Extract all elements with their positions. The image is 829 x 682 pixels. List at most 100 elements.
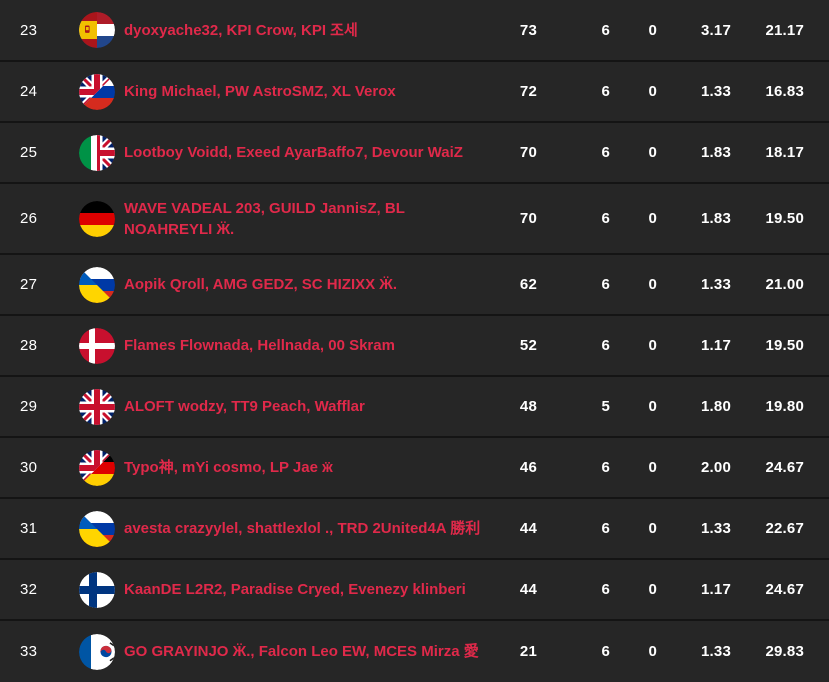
- avg-kills-value: 1.17: [701, 581, 731, 598]
- avg-kills-value: 1.17: [701, 337, 731, 354]
- flag-finland-icon: [79, 571, 115, 608]
- flag-ukraine-russia-icon: [79, 510, 115, 547]
- team-player-names: King Michael, PW AstroSMZ, XL Verox: [124, 81, 487, 102]
- rank-number: 28: [20, 337, 38, 354]
- avg-placement-value: 24.67: [765, 459, 804, 476]
- flag-germany-icon: [79, 200, 115, 237]
- wins-value: 0: [648, 21, 657, 39]
- team-player-names: KaanDE L2R2, Paradise Cryed, Evenezy kli…: [124, 579, 487, 600]
- flag-spain-netherlands-icon: [79, 12, 115, 48]
- rank-number: 26: [20, 210, 38, 227]
- team-player-names: Typo神, mYi cosmo, LP Jae ӝ: [124, 457, 487, 478]
- points-value: 70: [519, 210, 537, 227]
- matches-value: 6: [601, 21, 610, 39]
- flag-italy-uk-icon: [79, 134, 115, 171]
- matches-value: 6: [601, 337, 610, 354]
- team-player-names: Lootboy Voidd, Exeed AyarBaffo7, Devour …: [124, 142, 487, 163]
- points-value: 72: [519, 83, 537, 100]
- rank-number: 29: [20, 398, 38, 415]
- team-name-line: KaanDE L2R2, Paradise Cryed, Evenezy kli…: [124, 581, 466, 598]
- avg-kills-value: 2.00: [701, 459, 731, 476]
- team-player-names: avesta crazyylel, shattlexlol ., TRD 2Un…: [124, 518, 487, 539]
- matches-value: 6: [601, 520, 610, 537]
- flag-denmark-icon: [79, 327, 115, 364]
- avg-placement-value: 16.83: [765, 83, 804, 100]
- points-value: 73: [519, 21, 537, 39]
- rank-number: 25: [20, 144, 38, 161]
- table-row[interactable]: 25 Lootboy Voidd, Exeed AyarBaffo7, Devo…: [0, 121, 829, 182]
- avg-kills-value: 1.33: [701, 276, 731, 293]
- table-row[interactable]: 24 King Michael, PW AstroSMZ, XL Verox 7…: [0, 60, 829, 121]
- flag-ukraine-russia-icon: [79, 266, 115, 303]
- table-row[interactable]: 26 WAVE VADEAL 203, GUILD JannisZ, BL NOA…: [0, 182, 829, 253]
- avg-kills-value: 1.33: [701, 520, 731, 537]
- team-player-names: ALOFT wodzy, TT9 Peach, Wafflar: [124, 396, 487, 417]
- wins-value: 0: [648, 398, 657, 415]
- table-row[interactable]: 23 dyoxyache32, KPI Crow, KPI 조세 73 6 0 …: [0, 0, 829, 60]
- flag-france-southkorea-icon: [79, 633, 115, 670]
- table-row[interactable]: 33 GO GRAYINJO Ӝ., Falcon Leo EW, MCES M…: [0, 619, 829, 682]
- team-name-line: ALOFT wodzy, TT9 Peach, Wafflar: [124, 398, 365, 415]
- flag-uk-icon: [79, 388, 115, 425]
- matches-value: 6: [601, 144, 610, 161]
- avg-placement-value: 19.80: [765, 398, 804, 415]
- avg-kills-value: 1.80: [701, 398, 731, 415]
- table-row[interactable]: 30 Typo神, mYi cosmo, LP Jae ӝ 46 6 0 2.0…: [0, 436, 829, 497]
- team-player-names: Aopik Qroll, AMG GEDZ, SC HIZIXX Ӝ.: [124, 274, 487, 295]
- avg-kills-value: 1.33: [701, 643, 731, 660]
- team-player-names: dyoxyache32, KPI Crow, KPI 조세: [124, 20, 487, 41]
- wins-value: 0: [648, 459, 657, 476]
- rank-number: 33: [20, 643, 38, 660]
- table-row[interactable]: 32 KaanDE L2R2, Paradise Cryed, Evenezy …: [0, 558, 829, 619]
- points-value: 70: [519, 144, 537, 161]
- team-name-line: Aopik Qroll, AMG GEDZ, SC HIZIXX Ӝ.: [124, 276, 398, 293]
- flag-uk-russia-icon: [79, 73, 115, 110]
- wins-value: 0: [648, 643, 657, 660]
- table-row[interactable]: 31 avesta crazyylel, shattlexlol ., TRD …: [0, 497, 829, 558]
- matches-value: 6: [601, 643, 610, 660]
- avg-placement-value: 22.67: [765, 520, 804, 537]
- wins-value: 0: [648, 144, 657, 161]
- wins-value: 0: [648, 210, 657, 227]
- avg-placement-value: 21.00: [765, 276, 804, 293]
- team-name-line: King Michael, PW AstroSMZ, XL Verox: [124, 83, 396, 100]
- avg-placement-value: 19.50: [765, 337, 804, 354]
- rank-number: 31: [20, 520, 38, 537]
- wins-value: 0: [648, 83, 657, 100]
- points-value: 44: [519, 520, 537, 537]
- avg-placement-value: 24.67: [765, 581, 804, 598]
- team-name-line: avesta crazyylel, shattlexlol ., TRD 2Un…: [124, 520, 481, 537]
- matches-value: 5: [601, 398, 610, 415]
- avg-kills-value: 1.83: [701, 144, 731, 161]
- rank-number: 27: [20, 276, 38, 293]
- points-value: 44: [519, 581, 537, 598]
- table-row[interactable]: 27 Aopik Qroll, AMG GEDZ, SC HIZIXX Ӝ. 6…: [0, 253, 829, 314]
- avg-placement-value: 29.83: [765, 643, 804, 660]
- points-value: 46: [519, 459, 537, 476]
- matches-value: 6: [601, 459, 610, 476]
- points-value: 62: [519, 276, 537, 293]
- flag-uk-germany-icon: [79, 449, 115, 486]
- avg-kills-value: 3.17: [701, 21, 731, 39]
- avg-kills-value: 1.33: [701, 83, 731, 100]
- team-name-line: Typo神, mYi cosmo, LP Jae ӝ: [124, 459, 333, 476]
- rank-number: 23: [20, 21, 38, 39]
- rank-number: 32: [20, 581, 38, 598]
- wins-value: 0: [648, 276, 657, 293]
- team-name-line: Lootboy Voidd, Exeed AyarBaffo7, Devour …: [124, 144, 463, 161]
- team-player-names: GO GRAYINJO Ӝ., Falcon Leo EW, MCES Mirz…: [124, 641, 487, 662]
- matches-value: 6: [601, 83, 610, 100]
- rank-number: 24: [20, 83, 38, 100]
- team-name-line: NOAHREYLI Ӝ.: [124, 220, 235, 238]
- wins-value: 0: [648, 520, 657, 537]
- team-name-line: Flames Flownada, Hellnada, 00 Skram: [124, 337, 395, 354]
- matches-value: 6: [601, 210, 610, 227]
- matches-value: 6: [601, 276, 610, 293]
- avg-placement-value: 19.50: [765, 210, 804, 227]
- table-row[interactable]: 28 Flames Flownada, Hellnada, 00 Skram 5…: [0, 314, 829, 375]
- table-row[interactable]: 29 ALOFT wodzy, TT9 Peach, Wafflar 48 5 …: [0, 375, 829, 436]
- team-name-line: GO GRAYINJO Ӝ., Falcon Leo EW, MCES Mirz…: [124, 643, 479, 660]
- avg-placement-value: 18.17: [765, 144, 804, 161]
- team-name-line: dyoxyache32, KPI Crow, KPI 조세: [124, 21, 358, 39]
